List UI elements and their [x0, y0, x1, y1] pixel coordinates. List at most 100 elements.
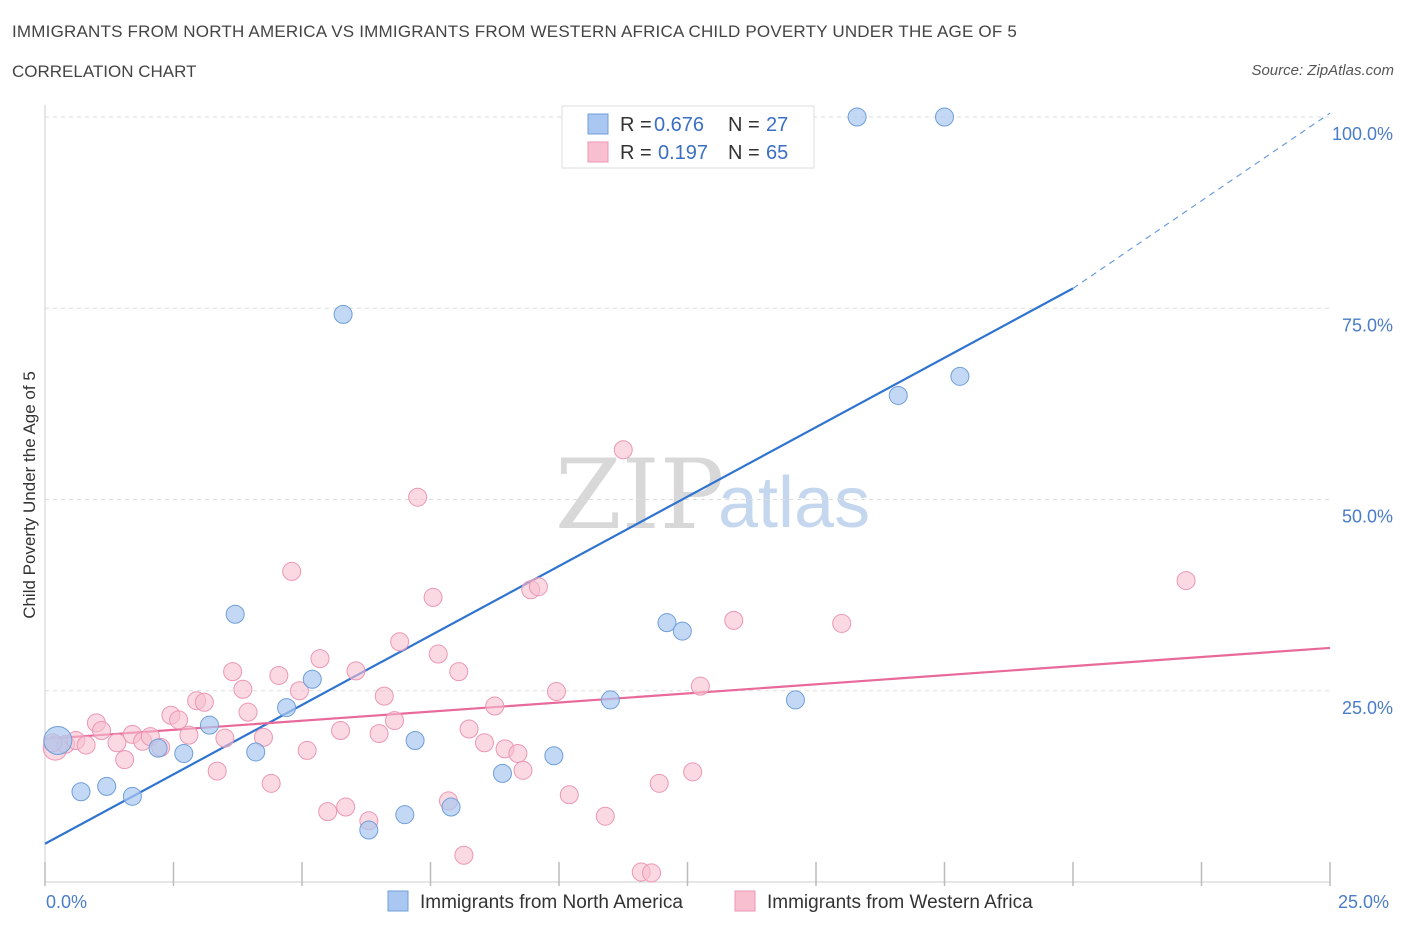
- legend-n-label-2: N =: [728, 142, 760, 164]
- point-western-africa-6: [107, 733, 127, 753]
- point-north-america-14: [405, 730, 425, 750]
- legend-n-value-1: 27: [766, 114, 788, 136]
- point-north-america-8: [246, 742, 266, 762]
- point-north-america-0: [43, 725, 73, 755]
- point-western-africa-30: [331, 721, 351, 741]
- y-tick-label-3: 100.0%: [1332, 124, 1393, 144]
- point-western-africa-32: [346, 661, 366, 681]
- grid-lines: [45, 116, 1330, 692]
- point-north-america-11: [333, 304, 353, 324]
- point-north-america-5: [174, 743, 194, 763]
- point-western-africa-36: [385, 711, 405, 731]
- point-western-africa-38: [408, 487, 428, 507]
- point-western-africa-31: [336, 797, 356, 817]
- legend-r-value-2: 0.197: [658, 142, 708, 164]
- point-western-africa-34: [369, 724, 389, 744]
- legend-n-value-2: 65: [766, 142, 788, 164]
- bottom-legend-swatch-north-america: [387, 890, 409, 912]
- bottom-legend-label-western-africa: Immigrants from Western Africa: [767, 892, 1033, 913]
- point-north-america-15: [441, 797, 461, 817]
- bottom-legend-label-north-america: Immigrants from North America: [420, 892, 683, 913]
- point-western-africa-52: [546, 682, 566, 702]
- point-western-africa-53: [559, 785, 579, 805]
- point-western-africa-40: [428, 644, 448, 664]
- point-north-america-3: [122, 786, 142, 806]
- legend-swatch-north-america: [587, 113, 609, 135]
- point-western-africa-18: [215, 728, 235, 748]
- stats-legend: R = 0.676 N = 27 R = 0.197 N = 65: [561, 105, 815, 169]
- point-western-africa-21: [238, 702, 258, 722]
- point-western-africa-20: [233, 679, 253, 699]
- point-north-america-25: [935, 107, 954, 127]
- point-western-africa-51: [528, 577, 548, 597]
- point-north-america-17: [544, 746, 564, 766]
- point-north-america-1: [71, 782, 91, 802]
- point-north-america-6: [199, 715, 219, 735]
- point-western-africa-23: [261, 773, 281, 793]
- point-western-africa-43: [454, 845, 474, 865]
- legend-r-value-1: 0.676: [654, 114, 704, 136]
- point-western-africa-26: [289, 681, 309, 701]
- chart-subtitle: CORRELATION CHART: [12, 62, 197, 81]
- point-western-africa-61: [724, 610, 744, 630]
- point-western-africa-13: [169, 710, 189, 730]
- trend-line-north-america-extension: [1072, 112, 1331, 289]
- point-north-america-23: [847, 107, 867, 127]
- point-western-africa-49: [513, 760, 533, 780]
- y-tick-labels: 25.0% 50.0% 75.0% 100.0%: [1332, 124, 1393, 718]
- point-western-africa-25: [282, 561, 302, 581]
- point-north-america-26: [950, 366, 970, 386]
- point-north-america-2: [97, 776, 117, 796]
- point-western-africa-54: [595, 806, 615, 826]
- point-north-america-10: [302, 669, 322, 689]
- point-western-africa-5: [92, 721, 112, 741]
- trend-lines: [44, 112, 1331, 845]
- point-western-africa-7: [115, 750, 135, 770]
- point-western-africa-27: [297, 740, 317, 760]
- point-western-africa-46: [485, 696, 505, 716]
- legend-r-label-1: R =: [620, 114, 652, 136]
- point-western-africa-16: [194, 692, 214, 712]
- watermark-zip: ZIP: [555, 439, 724, 551]
- bottom-legend-swatch-western-africa: [734, 890, 756, 912]
- point-north-america-19: [657, 613, 677, 633]
- point-western-africa-28: [310, 649, 330, 669]
- x-tick-label-max: 25.0%: [1338, 892, 1389, 912]
- point-western-africa-60: [690, 676, 710, 696]
- point-western-africa-62: [832, 613, 852, 633]
- point-north-america-9: [277, 698, 297, 718]
- point-western-africa-3: [76, 735, 96, 755]
- point-north-america-13: [395, 805, 415, 825]
- y-axis-label: Child Poverty Under the Age of 5: [20, 371, 39, 619]
- legend-r-label-2: R =: [620, 142, 652, 164]
- x-tick-label-min: 0.0%: [46, 892, 87, 912]
- point-north-america-18: [600, 690, 620, 710]
- point-western-africa-45: [474, 733, 494, 753]
- watermark-atlas: atlas: [718, 463, 870, 543]
- point-western-africa-17: [207, 761, 227, 781]
- point-western-africa-58: [649, 773, 669, 793]
- series-legend: Immigrants from North America Immigrants…: [387, 890, 1033, 913]
- point-north-america-22: [785, 690, 805, 710]
- point-north-america-12: [359, 820, 379, 840]
- point-western-africa-14: [179, 725, 199, 745]
- point-western-africa-29: [318, 802, 338, 822]
- legend-swatch-western-africa: [587, 141, 609, 163]
- point-western-africa-48: [508, 743, 528, 763]
- point-north-america-24: [888, 385, 908, 405]
- point-western-africa-57: [642, 863, 662, 883]
- y-tick-label-1: 50.0%: [1342, 507, 1393, 527]
- point-north-america-16: [492, 763, 512, 783]
- point-north-america-7: [225, 604, 245, 624]
- source-credit: Source: ZipAtlas.com: [1251, 62, 1394, 79]
- axes: [44, 105, 1331, 886]
- legend-n-label-1: N =: [728, 114, 760, 136]
- point-western-africa-35: [374, 686, 394, 706]
- point-western-africa-63: [1176, 571, 1196, 591]
- trend-line-north-america: [44, 287, 1074, 845]
- point-western-africa-37: [390, 632, 410, 652]
- point-north-america-20: [672, 621, 692, 641]
- y-tick-label-0: 25.0%: [1342, 698, 1393, 718]
- point-western-africa-39: [423, 587, 443, 607]
